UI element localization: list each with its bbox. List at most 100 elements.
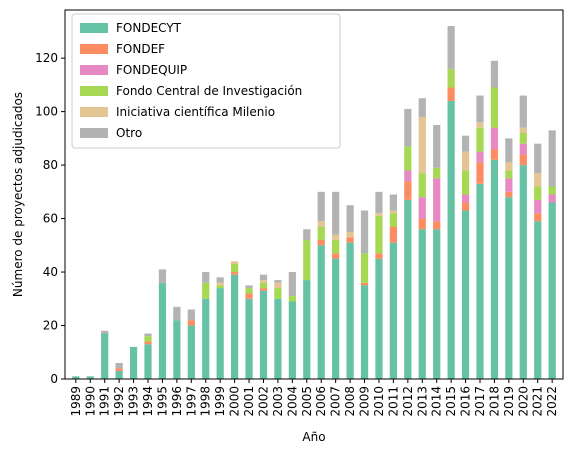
x-tick-label: 2003 — [271, 386, 285, 417]
bar-segment — [361, 283, 368, 286]
bar-segment — [462, 170, 469, 194]
bar-segment — [448, 88, 455, 101]
y-tick-label: 0 — [50, 372, 58, 386]
bar-segment — [419, 197, 426, 218]
x-tick-label: 2018 — [487, 386, 501, 417]
x-tick-label: 2016 — [459, 386, 473, 417]
bar-segment — [404, 109, 411, 146]
bar-segment — [520, 144, 527, 155]
bar-segment — [404, 181, 411, 200]
x-tick-label: 2009 — [358, 386, 372, 417]
x-axis-ticks: 1989 1990 1991 1992 1993 1994 1995 1996 1997 1998… — [69, 379, 559, 417]
bar-segment — [188, 320, 195, 325]
bar-segment — [375, 213, 382, 216]
bar-segment — [476, 122, 483, 127]
x-tick-label: 2007 — [329, 386, 343, 417]
bar-segment — [520, 128, 527, 133]
bar-segment — [419, 98, 426, 117]
bar-segment — [462, 211, 469, 379]
x-tick-label: 1999 — [213, 386, 227, 417]
bar-segment — [549, 203, 556, 379]
bar-segment — [144, 342, 151, 345]
legend-swatch — [80, 44, 108, 54]
bar-segment — [505, 192, 512, 197]
bar-segment — [231, 261, 238, 264]
bar-segment — [274, 283, 281, 288]
bar-segment — [433, 178, 440, 221]
bar-segment — [520, 133, 527, 144]
bar-segment — [361, 285, 368, 379]
bar-segment — [303, 229, 310, 240]
bar-segment — [404, 200, 411, 379]
bar-segment — [390, 211, 397, 214]
bar-segment — [346, 232, 353, 237]
bar-segment — [520, 96, 527, 128]
bar-segment — [289, 301, 296, 379]
x-tick-label: 2010 — [372, 386, 386, 417]
bar-segment — [534, 200, 541, 213]
bar-segment — [346, 237, 353, 242]
x-tick-label: 2019 — [502, 386, 516, 417]
x-tick-label: 1998 — [199, 386, 213, 417]
legend-swatch — [80, 86, 108, 96]
bar-segment — [101, 334, 108, 379]
bar-segment — [549, 130, 556, 186]
bar-segment — [202, 283, 209, 299]
bar-segment — [462, 152, 469, 171]
bar-segment — [173, 307, 180, 320]
bar-segment — [245, 288, 252, 293]
x-tick-label: 2017 — [473, 386, 487, 417]
bar-segment — [274, 288, 281, 299]
legend-swatch — [80, 23, 108, 33]
bar-segment — [274, 299, 281, 379]
bar-segment — [404, 170, 411, 181]
bar-segment — [217, 285, 224, 288]
bar-segment — [505, 138, 512, 162]
y-tick-label: 100 — [35, 105, 58, 119]
bar-segment — [505, 178, 512, 191]
bar-segment — [217, 283, 224, 286]
bar-segment — [491, 128, 498, 149]
legend: FONDECYT FONDEF FONDEQUIP Fondo Central de … — [72, 14, 340, 148]
bar-segment — [448, 26, 455, 69]
bar-segment — [390, 227, 397, 243]
bar-segment — [144, 344, 151, 379]
bar-segment — [144, 334, 151, 337]
y-axis-label: Número de proyectos adjudicados — [11, 92, 25, 297]
bar-segment — [534, 186, 541, 199]
bar-segment — [476, 128, 483, 152]
x-tick-label: 2000 — [228, 386, 242, 417]
x-tick-label: 2005 — [300, 386, 314, 417]
bar-segment — [419, 229, 426, 379]
bar-segment — [476, 152, 483, 163]
bar-segment — [505, 170, 512, 178]
x-tick-label: 1991 — [98, 386, 112, 417]
bar-segment — [260, 275, 267, 280]
legend-label: FONDECYT — [116, 21, 182, 35]
bar-segment — [549, 186, 556, 194]
y-axis-ticks: 0 20 40 60 80 100 120 — [35, 51, 65, 386]
bar-segment — [346, 205, 353, 232]
bar-segment — [202, 299, 209, 379]
bar-segment — [188, 309, 195, 320]
bar-segment — [433, 229, 440, 379]
legend-swatch — [80, 65, 108, 75]
legend-label: Otro — [116, 126, 142, 140]
y-tick-label: 80 — [43, 158, 58, 172]
bar-segment — [433, 125, 440, 168]
x-tick-label: 1989 — [69, 386, 83, 417]
bar-segment — [361, 211, 368, 254]
bar-segment — [260, 283, 267, 288]
bar-segment — [390, 213, 397, 226]
bar-segment — [375, 192, 382, 213]
x-tick-label: 2002 — [256, 386, 270, 417]
bar-segment — [101, 331, 108, 334]
x-tick-label: 1995 — [155, 386, 169, 417]
bar-segment — [375, 216, 382, 253]
legend-label: Fondo Central de Investigación — [116, 84, 302, 98]
bar-segment — [245, 293, 252, 298]
bar-segment — [505, 197, 512, 379]
y-tick-label: 60 — [43, 212, 58, 226]
